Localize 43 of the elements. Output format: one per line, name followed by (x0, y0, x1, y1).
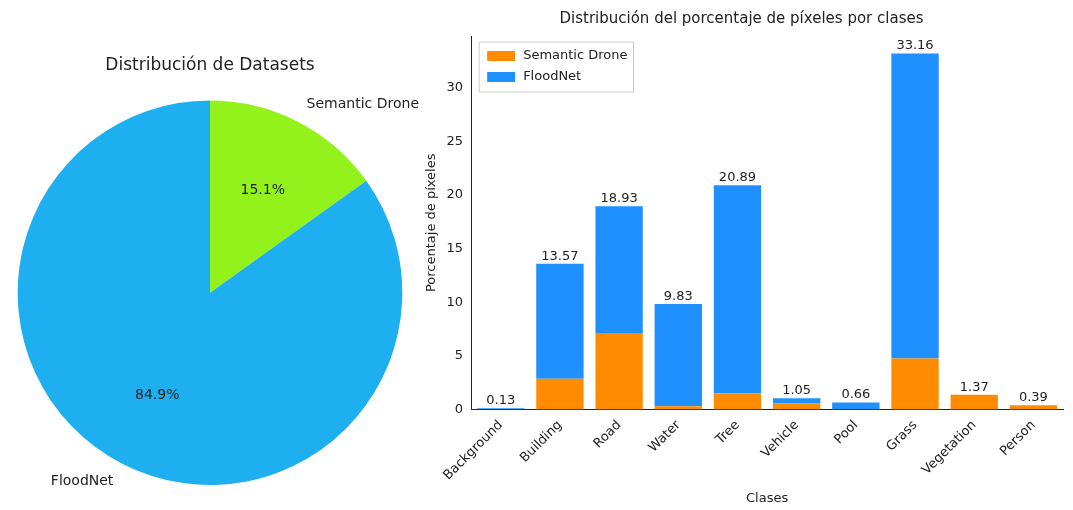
bar (654, 304, 702, 407)
bar (536, 263, 584, 379)
total-label: 0.13 (486, 392, 516, 408)
bar (950, 394, 998, 410)
y-tick-label: 15 (446, 239, 464, 255)
y-tick-label: 0 (454, 400, 464, 416)
bar (536, 378, 584, 410)
chart-title: Distribución del porcentaje de píxeles por clases (559, 8, 924, 27)
total-label: 0.39 (1018, 389, 1048, 405)
legend-label: Semantic Drone (523, 47, 628, 63)
bar (772, 403, 821, 410)
y-tick-label: 25 (446, 132, 464, 148)
bar (713, 185, 762, 394)
bar (772, 398, 821, 404)
y-tick-label: 30 (446, 78, 464, 94)
slice-label: Semantic Drone (306, 95, 420, 112)
data-label: 84.9% (135, 385, 180, 402)
bar (891, 358, 939, 410)
total-label: 13.57 (541, 247, 579, 263)
total-label: 1.05 (782, 382, 812, 398)
total-label: 9.83 (663, 287, 693, 303)
bar (654, 406, 702, 410)
total-label: 33.16 (896, 37, 934, 53)
bar (713, 393, 762, 410)
total-label: 18.93 (600, 190, 638, 206)
legend-label: FloodNet (523, 68, 582, 84)
bar (891, 53, 939, 359)
x-tick-label: Tree (711, 416, 742, 448)
slice-label: FloodNet (50, 471, 114, 488)
y-tick-label: 10 (446, 293, 464, 309)
chart-title: Distribución de Datasets (105, 53, 315, 74)
data-label: 15.1% (240, 180, 285, 197)
y-axis-title: Porcentaje de píxeles (423, 153, 439, 293)
bar (1009, 405, 1058, 410)
y-tick-label: 5 (454, 347, 464, 363)
bar (595, 206, 643, 334)
total-label: 0.66 (841, 386, 871, 402)
total-label: 20.89 (718, 169, 757, 185)
bar (832, 402, 880, 410)
bar (595, 333, 643, 410)
total-label: 1.37 (959, 378, 989, 394)
x-axis-title: Clases (745, 489, 789, 505)
y-tick-label: 20 (446, 186, 464, 202)
